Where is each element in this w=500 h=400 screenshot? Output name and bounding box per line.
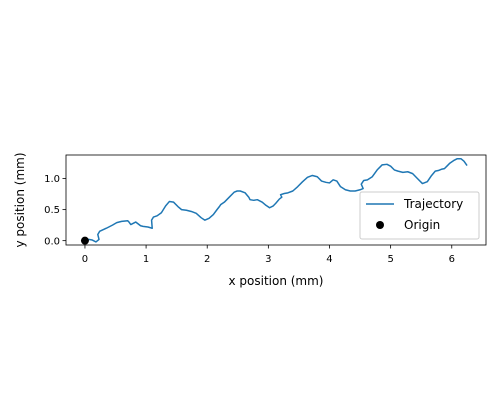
trajectory-line xyxy=(84,157,468,243)
x-tick-label: 5 xyxy=(387,254,393,265)
x-tick-label: 4 xyxy=(326,254,332,265)
x-axis-label: x position (mm) xyxy=(228,274,323,288)
legend-origin-swatch xyxy=(376,221,384,229)
x-tick-label: 1 xyxy=(143,254,149,265)
origin-marker xyxy=(80,236,89,245)
legend: Trajectory Origin xyxy=(359,191,480,240)
plot-area xyxy=(80,157,468,245)
y-axis-label: y position (mm) xyxy=(13,152,27,247)
legend-label: Trajectory xyxy=(403,197,463,211)
y-tick-label: 0.0 xyxy=(44,236,60,247)
x-tick-label: 3 xyxy=(265,254,271,265)
axes: 0 1 2 3 4 5 6 0.0 0.5 1.0 xyxy=(44,154,487,265)
x-tick-label: 6 xyxy=(449,254,455,265)
legend-label: Origin xyxy=(404,218,440,232)
x-tick-label: 2 xyxy=(204,254,210,265)
y-tick-label: 0.5 xyxy=(44,205,60,216)
y-tick-label: 1.0 xyxy=(44,174,60,185)
axes-frame xyxy=(65,154,487,246)
x-tick-label: 0 xyxy=(82,254,88,265)
